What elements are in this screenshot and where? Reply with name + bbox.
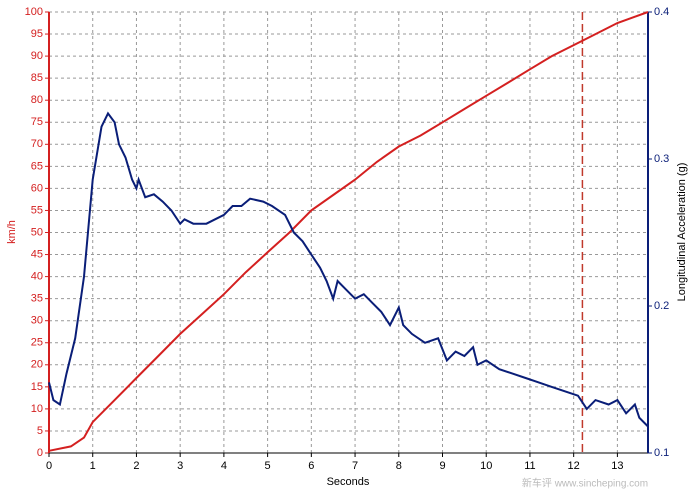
watermark: 新车评 www.sincheping.com bbox=[522, 477, 648, 490]
y2-tick-label: 0.3 bbox=[654, 153, 669, 165]
y-tick-label: 50 bbox=[31, 226, 43, 238]
y-axis-label: km/h bbox=[6, 220, 18, 244]
y-tick-label: 15 bbox=[31, 381, 43, 393]
y-tick-label: 85 bbox=[31, 72, 43, 84]
y-tick-label: 70 bbox=[31, 138, 43, 150]
y2-tick-label: 0.2 bbox=[654, 300, 669, 312]
y-tick-label: 0 bbox=[37, 447, 43, 459]
x-tick-label: 2 bbox=[133, 460, 139, 472]
x-axis-label: Seconds bbox=[327, 476, 370, 488]
y-tick-label: 75 bbox=[31, 116, 43, 128]
x-tick-label: 10 bbox=[480, 460, 492, 472]
x-tick-label: 5 bbox=[265, 460, 271, 472]
y-tick-label: 20 bbox=[31, 359, 43, 371]
x-tick-label: 3 bbox=[177, 460, 183, 472]
x-tick-label: 13 bbox=[611, 460, 623, 472]
y-tick-label: 5 bbox=[37, 425, 43, 437]
y-tick-label: 35 bbox=[31, 293, 43, 305]
x-tick-label: 9 bbox=[439, 460, 445, 472]
y-tick-label: 80 bbox=[31, 94, 43, 106]
x-tick-label: 11 bbox=[524, 460, 535, 472]
x-tick-label: 12 bbox=[568, 460, 580, 472]
x-tick-label: 0 bbox=[46, 460, 52, 472]
y-tick-label: 65 bbox=[31, 160, 43, 172]
y-tick-label: 45 bbox=[31, 248, 43, 260]
y-tick-label: 60 bbox=[31, 182, 43, 194]
y2-tick-label: 0.4 bbox=[654, 6, 669, 18]
y-tick-label: 55 bbox=[31, 204, 43, 216]
x-tick-label: 6 bbox=[308, 460, 314, 472]
y-tick-label: 40 bbox=[31, 271, 43, 283]
y-tick-label: 95 bbox=[31, 28, 43, 40]
series-line bbox=[48, 111, 649, 428]
x-tick-label: 7 bbox=[352, 460, 358, 472]
y-tick-label: 100 bbox=[25, 6, 43, 18]
x-tick-label: 4 bbox=[221, 460, 227, 472]
x-tick-label: 8 bbox=[396, 460, 402, 472]
y-tick-label: 25 bbox=[31, 337, 43, 349]
y2-tick-label: 0.1 bbox=[654, 447, 669, 459]
y2-axis-label: Longitudinal Acceleration (g) bbox=[676, 163, 688, 302]
series-line bbox=[48, 11, 649, 452]
x-tick-label: 1 bbox=[90, 460, 96, 472]
y-tick-label: 30 bbox=[31, 315, 43, 327]
y-tick-label: 90 bbox=[31, 50, 43, 62]
y-tick-label: 10 bbox=[31, 403, 43, 415]
